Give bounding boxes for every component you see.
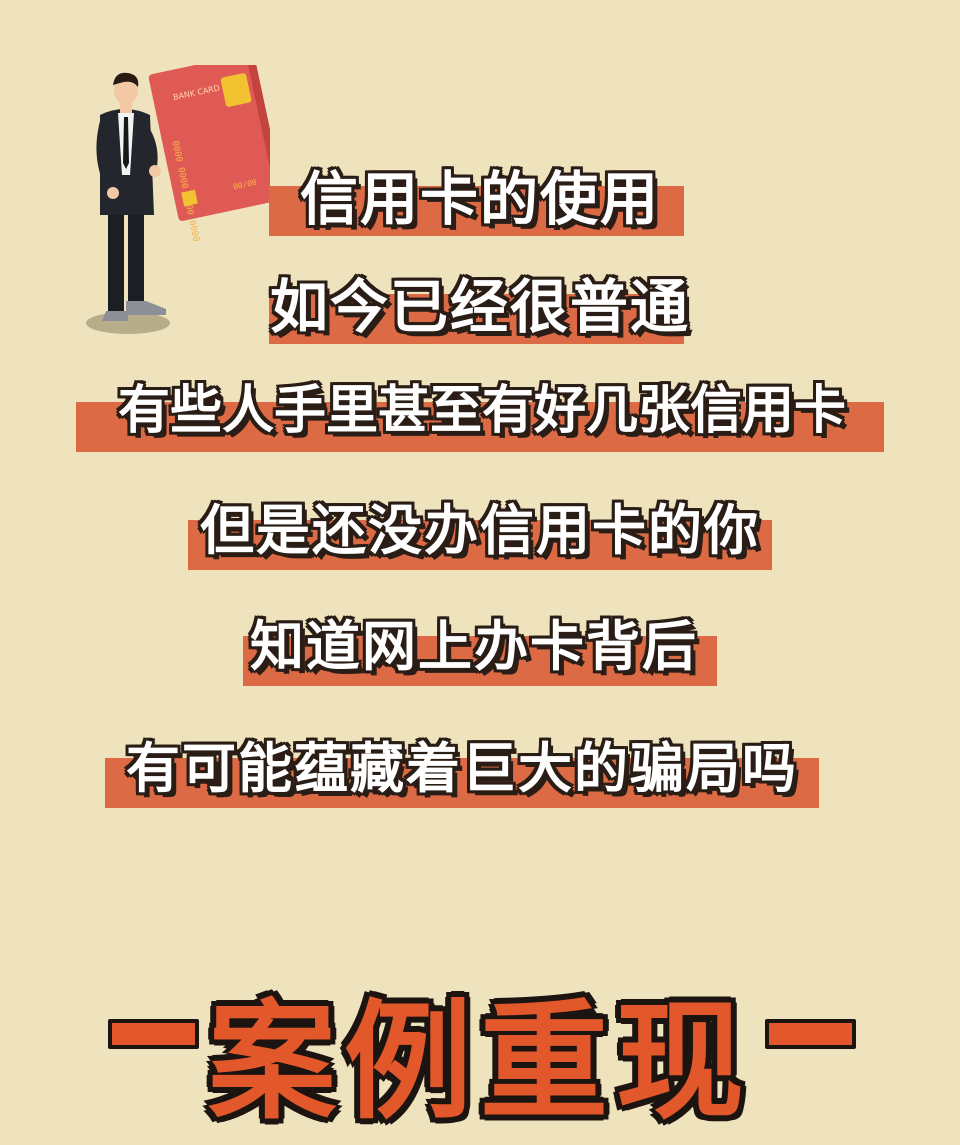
line-2: 如今已经很普通 (0, 260, 960, 350)
line-4-text: 但是还没办信用卡的你 (200, 498, 760, 562)
line-6: 有可能蕴藏着巨大的骗局吗 (0, 724, 960, 814)
highlight-bar (105, 758, 819, 808)
right-dash (765, 1019, 856, 1049)
line-3-text: 有些人手里甚至有好几张信用卡 (117, 380, 846, 441)
line-1-text: 信用卡的使用 (299, 165, 660, 233)
businessman-holding-card-illustration: 0000 0000 0000 0000 BANK CARD 00/00 (86, 65, 270, 334)
line-2-text: 如今已经很普通 (269, 273, 690, 341)
highlight-bar (188, 520, 772, 570)
line-1: 信用卡的使用 (0, 152, 960, 242)
highlight-bar (269, 294, 684, 344)
line-4: 但是还没办信用卡的你 (0, 486, 960, 576)
highlight-bar (269, 186, 684, 236)
line-6-text: 有可能蕴藏着巨大的骗局吗 (126, 736, 798, 800)
highlight-bar (243, 636, 717, 686)
line-5-text: 知道网上办卡背后 (250, 614, 698, 678)
line-5: 知道网上办卡背后 (0, 602, 960, 692)
line-3: 有些人手里甚至有好几张信用卡 (0, 368, 960, 458)
left-dash (108, 1019, 199, 1049)
headline: 案例重现 (207, 988, 752, 1137)
highlight-bar (76, 402, 884, 452)
